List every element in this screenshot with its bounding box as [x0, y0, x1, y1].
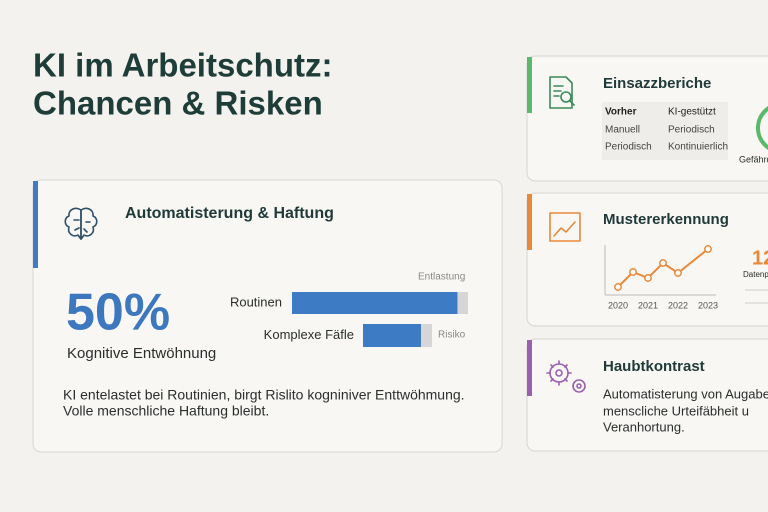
x-tick-label: 2021 — [638, 300, 658, 310]
big-caption: Kognitive Entwöhnung — [67, 345, 216, 362]
x-tick-label: 2020 — [608, 300, 628, 310]
bar — [292, 292, 458, 314]
card-accent — [33, 181, 38, 268]
document-icon — [549, 76, 575, 109]
body-line: Volle menschliche Haftung bleibt. — [63, 403, 269, 419]
brain-icon — [64, 207, 98, 240]
bar-label: Routinen — [230, 294, 282, 309]
body-line: Veranhortung. — [603, 419, 685, 434]
point — [659, 259, 667, 267]
card-accent — [527, 194, 532, 250]
table-cell: Periodisch — [605, 142, 652, 153]
gauge — [756, 106, 768, 150]
point — [629, 268, 637, 276]
bar-label: Komplexe Fäfle — [264, 327, 354, 342]
body-line: KI entelastet bei Routinien, birgt Risli… — [63, 387, 465, 403]
table-header: KI-gestützt — [668, 107, 716, 118]
bar-chart: Routinen Komplexe Fäfle — [230, 292, 468, 347]
line-chart: 2020 2021 2022 2023 — [608, 245, 718, 310]
card — [32, 179, 503, 453]
card-heading: Haubtkontrast — [603, 358, 705, 375]
body-line: menscliche Urteifäbheit u — [603, 403, 749, 418]
bar — [363, 324, 421, 347]
side-caption: Datenp — [743, 270, 768, 279]
table-header: Vorher — [605, 107, 637, 118]
bar-side-label: Risiko — [438, 330, 466, 341]
big-number: 50% — [66, 284, 170, 342]
table-bg — [602, 102, 728, 160]
card-heading: Automatisterung & Haftung — [125, 205, 334, 222]
table-cell: Manuell — [605, 125, 640, 136]
point — [674, 269, 682, 277]
gauge-caption: Gefährd — [739, 154, 768, 164]
point — [704, 245, 712, 253]
title-line: KI im Arbeitschutz: — [33, 47, 332, 84]
card-accent — [527, 57, 532, 113]
card-heading: Mustererkennung — [603, 211, 729, 228]
bar-top-label: Entlastung — [418, 272, 465, 283]
x-tick-label: 2023 — [698, 300, 718, 310]
gears-icon — [546, 360, 586, 393]
point — [614, 283, 622, 291]
card — [526, 192, 768, 327]
chart-icon — [549, 212, 581, 242]
side-number: 12 — [752, 247, 768, 269]
table-cell: Kontinuierlich — [668, 142, 728, 153]
x-tick-label: 2022 — [668, 300, 688, 310]
table-cell: Periodisch — [668, 125, 715, 136]
body-line: Automatisterung von Augaber — [603, 386, 768, 401]
card-heading: Einsazzberiche — [603, 75, 711, 92]
title-line: Chancen & Risken — [33, 85, 323, 122]
card-accent — [527, 340, 532, 396]
point — [644, 274, 652, 282]
